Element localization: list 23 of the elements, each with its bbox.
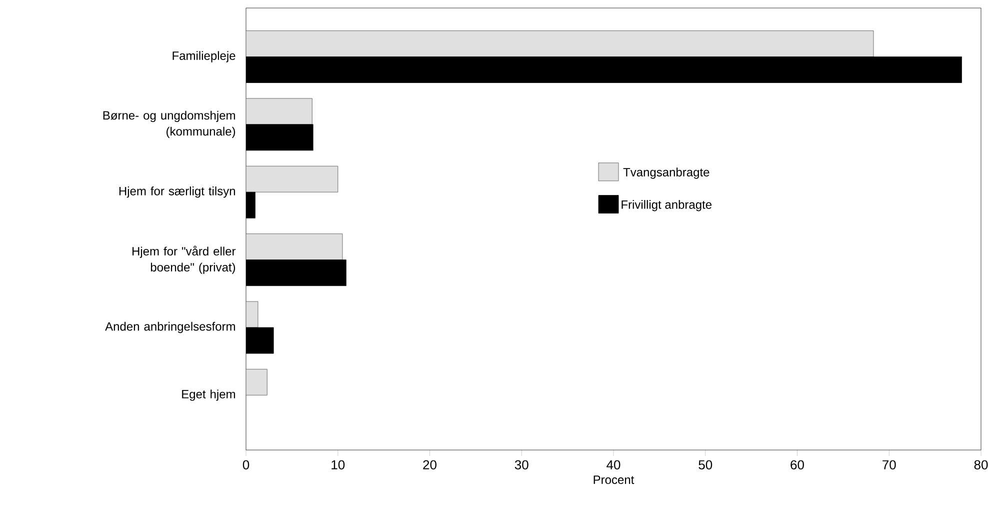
bar [246,234,343,260]
y-tick-label: Børne- og ungdomshjem (kommunale) [103,110,236,138]
x-tick-label: 70 [882,460,896,470]
x-tick-label: 0 [242,460,250,470]
x-tick-label: 80 [974,460,988,470]
x-tick-label: 60 [790,460,804,470]
bar [246,30,874,57]
y-tick-label: Eget hjem [182,390,235,401]
y-tick-label: Hjem for særligt tilsyn [119,186,235,198]
x-tick-label: 50 [698,460,712,470]
y-tick-label: Hjem for "vård eller boende" (privat) [132,246,236,274]
x-tick-label: 40 [606,460,620,470]
x-tick-label: 30 [514,460,528,470]
y-tick-label: Familiepleje [172,51,236,62]
y-tick-label: Anden anbringelsesform [105,322,235,334]
x-tick-label: 10 [332,460,345,470]
legend-label: Tvangsanbragte [623,168,710,179]
bar [246,368,268,396]
x-tick-label: 20 [423,460,436,470]
legend-label: Frivilligt anbragte [622,200,712,212]
bar [246,166,338,192]
bar [246,98,312,125]
x-axis-title: Procent [594,476,634,484]
